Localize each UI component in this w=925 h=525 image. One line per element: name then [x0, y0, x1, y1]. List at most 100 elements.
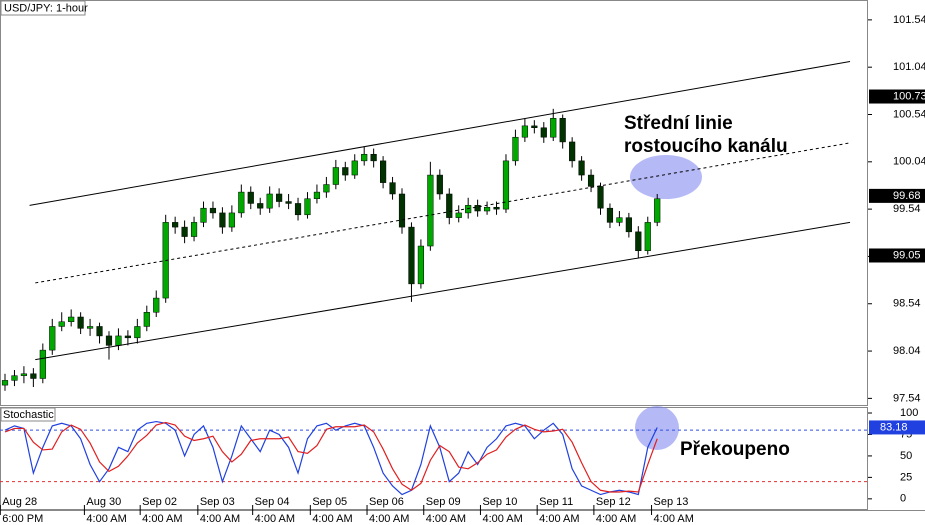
candle-body: [493, 206, 500, 210]
candle-body: [550, 118, 557, 138]
x-tick-label: Sep 11: [539, 496, 573, 508]
candle-body: [11, 375, 18, 381]
x-tick-sublabel: 4:00 AM: [654, 513, 694, 525]
candle-body: [181, 226, 188, 237]
candle-body: [389, 182, 396, 195]
x-tick-sublabel: 4:00 AM: [539, 513, 579, 525]
candle-body: [1, 380, 9, 386]
y-tick-label: 100.04: [893, 156, 925, 168]
candle-body: [238, 191, 245, 214]
candle-body: [417, 245, 424, 285]
stochastic-line: [4, 421, 658, 493]
highlight-ellipse: [630, 155, 702, 199]
candle-body: [531, 125, 538, 128]
candle-body: [209, 207, 217, 214]
price-marker-box: [869, 89, 925, 104]
channel-line: [29, 61, 851, 206]
x-tick-sublabel: 4:00 AM: [255, 513, 295, 525]
candle-body: [408, 226, 415, 285]
candle-body: [342, 167, 349, 176]
price-marker-box: [869, 248, 925, 263]
price-marker-label: 99.05: [893, 249, 921, 261]
indicator-title: Stochastic: [3, 409, 54, 421]
x-tick-sublabel: 4:00 AM: [142, 513, 182, 525]
candle-body: [512, 136, 519, 162]
x-tick-sublabel: 4:00 AM: [596, 513, 636, 525]
candle-body: [77, 316, 84, 329]
candle-body: [228, 212, 235, 228]
candle-body: [153, 297, 160, 313]
stochastic-line: [4, 420, 658, 496]
y-tick-label: 50: [900, 450, 912, 462]
title-box: [0, 0, 86, 16]
candle-body: [616, 217, 623, 223]
candle-body: [304, 198, 311, 216]
candle-body: [380, 160, 387, 183]
candle-body: [455, 212, 462, 218]
candle-body: [559, 118, 566, 143]
annotation: rostoucího kanálu: [624, 136, 788, 157]
candle-body: [96, 326, 103, 337]
candle-body: [247, 191, 254, 204]
candle-body: [502, 160, 510, 210]
candle-body: [427, 174, 434, 247]
y-tick-label: 0: [900, 493, 906, 505]
candle-body: [294, 203, 302, 216]
candle-body: [474, 205, 481, 212]
candle-body: [587, 174, 595, 187]
candle-body: [398, 193, 406, 228]
x-tick-sublabel: 4:00 AM: [200, 513, 240, 525]
candle-body: [597, 186, 604, 209]
price-panel: [0, 0, 868, 406]
x-tick-sublabel: 6:00 PM: [2, 513, 43, 525]
candle-body: [134, 326, 141, 339]
x-tick-label: Sep 10: [482, 496, 517, 508]
candle-body: [86, 326, 94, 329]
candle-body: [190, 222, 198, 237]
candle-body: [200, 207, 207, 223]
candle-body: [635, 231, 642, 252]
x-tick-sublabel: 4:00 AM: [312, 513, 352, 525]
y-tick-label: 100: [900, 407, 918, 419]
x-tick-label: Aug 28: [2, 496, 37, 508]
candle-body: [49, 326, 56, 351]
candle-body: [172, 222, 179, 228]
candle-body: [578, 160, 585, 176]
candle-body: [266, 193, 273, 209]
indicator-box: [0, 407, 56, 422]
candle-body: [105, 335, 113, 346]
y-tick-label: 98.54: [893, 298, 921, 310]
x-tick-sublabel: 4:00 AM: [369, 513, 409, 525]
y-tick-label: 99.54: [893, 203, 921, 215]
chart-title: USD/JPY: 1-hour: [4, 2, 88, 14]
x-tick-label: Sep 12: [596, 496, 631, 508]
x-tick-sublabel: 4:00 AM: [482, 513, 522, 525]
price-marker-box: [869, 188, 925, 203]
x-tick-label: Sep 05: [312, 496, 347, 508]
y-tick-label: 101.54: [893, 14, 925, 26]
annotation: Střední linie: [624, 113, 733, 134]
candle-body: [540, 127, 547, 138]
candle-body: [285, 201, 292, 204]
candle-body: [39, 349, 46, 379]
value-label: 83.18: [880, 421, 908, 433]
candle-body: [124, 335, 131, 339]
x-tick-label: Sep 02: [142, 496, 177, 508]
x-tick-sublabel: 4:00 AM: [86, 513, 126, 525]
price-marker-label: 99.68: [893, 190, 921, 202]
candle-body: [219, 212, 226, 228]
candle-body: [361, 153, 368, 162]
candle-body: [370, 153, 377, 162]
channel-line: [35, 221, 851, 361]
candle-body: [115, 335, 122, 346]
y-tick-label: 97.54: [893, 392, 921, 404]
candle-body: [606, 207, 614, 223]
candle-body: [644, 222, 651, 252]
x-tick-label: Aug 30: [86, 496, 121, 508]
x-tick-label: Sep 09: [426, 496, 461, 508]
x-tick-label: Sep 04: [255, 496, 290, 508]
y-tick-label: 98.04: [893, 345, 921, 357]
candle-body: [323, 184, 330, 193]
x-tick-label: Sep 13: [654, 496, 689, 508]
